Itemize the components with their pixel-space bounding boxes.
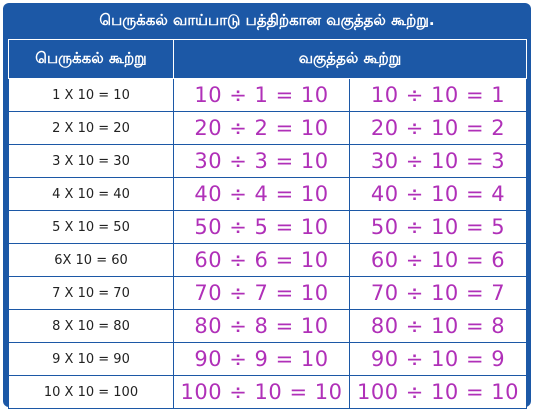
division-cell: 70 ÷ 7 = 10 [173,276,350,310]
division-cell: 10 ÷ 10 = 1 [348,78,528,112]
division-cell: 40 ÷ 10 = 4 [348,177,528,211]
division-cell: 20 ÷ 10 = 2 [348,111,528,145]
table-row: 4 X 10 = 40 40 ÷ 4 = 10 40 ÷ 10 = 4 [8,177,528,211]
table-frame: பெருக்கல் வாய்பாடு பத்திற்கான வகுத்தல் க… [3,3,531,409]
multiplication-cell: 6X 10 = 60 [8,243,174,277]
division-cell: 60 ÷ 6 = 10 [173,243,350,277]
division-cell: 100 ÷ 10 = 10 [348,375,528,409]
division-cell: 60 ÷ 10 = 6 [348,243,528,277]
table-row: 2 X 10 = 20 20 ÷ 2 = 10 20 ÷ 10 = 2 [8,111,528,145]
division-cell: 100 ÷ 10 = 10 [173,375,350,409]
division-cell: 70 ÷ 10 = 7 [348,276,528,310]
header-multiplication: பெருக்கல் கூற்று [8,39,174,79]
table-row: 8 X 10 = 80 80 ÷ 8 = 10 80 ÷ 10 = 8 [8,309,528,343]
multiplication-cell: 2 X 10 = 20 [8,111,174,145]
division-table: பெருக்கல் கூற்று வகுத்தல் கூற்று 1 X 10 … [8,39,528,409]
multiplication-cell: 5 X 10 = 50 [8,210,174,244]
header-row: பெருக்கல் கூற்று வகுத்தல் கூற்று [8,39,528,79]
table-row: 10 X 10 = 100 100 ÷ 10 = 10 100 ÷ 10 = 1… [8,375,528,409]
multiplication-cell: 10 X 10 = 100 [8,375,174,409]
division-cell: 30 ÷ 3 = 10 [173,144,350,178]
multiplication-cell: 9 X 10 = 90 [8,342,174,376]
page-title: பெருக்கல் வாய்பாடு பத்திற்கான வகுத்தல் க… [99,11,435,29]
division-cell: 80 ÷ 10 = 8 [348,309,528,343]
table-row: 1 X 10 = 10 10 ÷ 1 = 10 10 ÷ 10 = 1 [8,78,528,112]
multiplication-cell: 7 X 10 = 70 [8,276,174,310]
division-cell: 90 ÷ 9 = 10 [173,342,350,376]
table-row: 9 X 10 = 90 90 ÷ 9 = 10 90 ÷ 10 = 9 [8,342,528,376]
division-cell: 80 ÷ 8 = 10 [173,309,350,343]
division-cell: 10 ÷ 1 = 10 [173,78,350,112]
table-row: 5 X 10 = 50 50 ÷ 5 = 10 50 ÷ 10 = 5 [8,210,528,244]
header-division: வகுத்தல் கூற்று [172,39,528,79]
table-row: 7 X 10 = 70 70 ÷ 7 = 10 70 ÷ 10 = 7 [8,276,528,310]
division-cell: 50 ÷ 5 = 10 [173,210,350,244]
division-cell: 20 ÷ 2 = 10 [173,111,350,145]
multiplication-cell: 3 X 10 = 30 [8,144,174,178]
table-row: 6X 10 = 60 60 ÷ 6 = 10 60 ÷ 10 = 6 [8,243,528,277]
division-cell: 90 ÷ 10 = 9 [348,342,528,376]
multiplication-cell: 8 X 10 = 80 [8,309,174,343]
table-row: 3 X 10 = 30 30 ÷ 3 = 10 30 ÷ 10 = 3 [8,144,528,178]
division-cell: 50 ÷ 10 = 5 [348,210,528,244]
division-cell: 40 ÷ 4 = 10 [173,177,350,211]
multiplication-cell: 1 X 10 = 10 [8,78,174,112]
division-cell: 30 ÷ 10 = 3 [348,144,528,178]
multiplication-cell: 4 X 10 = 40 [8,177,174,211]
